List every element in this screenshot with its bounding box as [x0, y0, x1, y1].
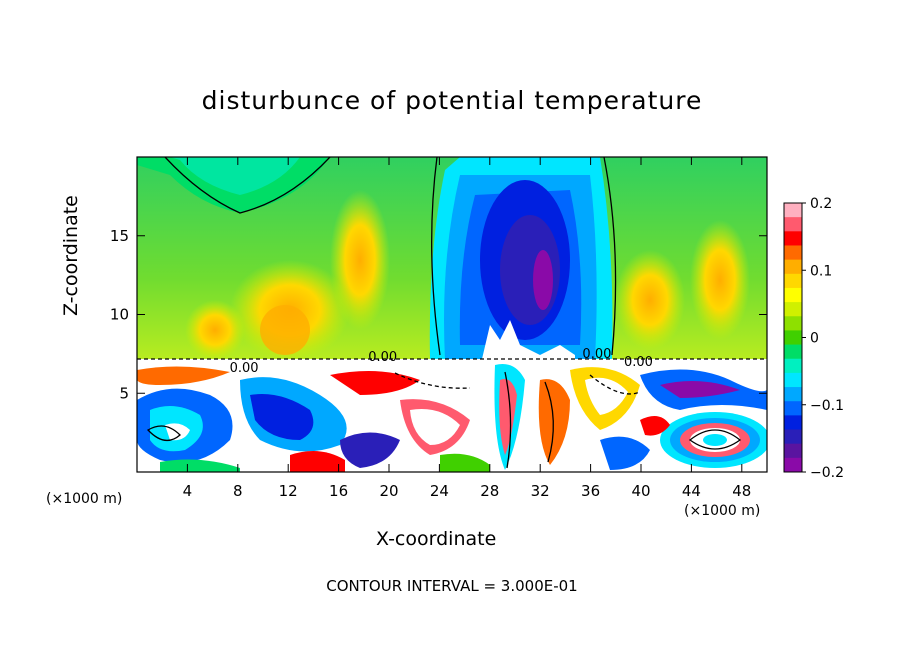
- contour-lines: [137, 157, 767, 469]
- colorbar-tick-label: 0.1: [810, 263, 832, 279]
- colorbar-tick-label: −0.1: [810, 398, 844, 414]
- y-tick-label: 10: [110, 306, 129, 324]
- x-tick-label: 44: [682, 482, 701, 500]
- colorbar-swatch: [784, 372, 802, 388]
- contour-labels: 0.00 0.00 0.00 0.00: [230, 347, 653, 376]
- colorbar-swatch: [784, 429, 802, 445]
- colorbar-swatch: [784, 387, 802, 402]
- contour-interval-note: CONTOUR INTERVAL = 3.000E-01: [326, 577, 578, 595]
- x-tick-label: 12: [279, 482, 298, 500]
- x-tick-label: 36: [581, 482, 600, 500]
- colorbar-swatch: [784, 401, 802, 416]
- colorbar-tick-label: 0: [810, 331, 819, 347]
- heatmap-field: [137, 157, 767, 472]
- colorbar-swatch: [784, 415, 802, 431]
- colorbar-swatch: [784, 273, 802, 289]
- colorbar-swatch: [784, 358, 802, 374]
- contour-label: 0.00: [368, 350, 397, 365]
- colorbar-swatch: [784, 330, 802, 346]
- colorbar-swatch: [784, 217, 802, 232]
- contour-label: 0.00: [230, 361, 259, 376]
- contour-label: 0.00: [582, 347, 611, 362]
- colorbar-swatch: [784, 259, 802, 275]
- colorbar-swatch: [784, 443, 802, 459]
- x-axis-label: X-coordinate: [376, 528, 497, 550]
- colorbar-swatch: [784, 231, 802, 246]
- x-tick-label: 28: [480, 482, 499, 500]
- x-tick-label: 48: [732, 482, 751, 500]
- colorbar-swatch: [784, 203, 802, 218]
- x-tick-label: 20: [379, 482, 398, 500]
- colorbar-swatch: [784, 316, 802, 331]
- y-tick-label: 5: [119, 384, 129, 402]
- chart-title: disturbunce of potential temperature: [201, 86, 703, 115]
- x-tick-label: 40: [631, 482, 650, 500]
- x-unit-label-right: (×1000 m): [684, 503, 761, 519]
- y-tick-label: 15: [110, 227, 129, 245]
- colorbar-tick-label: 0.2: [810, 196, 832, 212]
- x-tick-label: 4: [183, 482, 193, 500]
- colorbar-swatch: [784, 344, 802, 360]
- x-tick-label: 8: [233, 482, 243, 500]
- colorbar-tick-label: −0.2: [810, 465, 844, 481]
- colorbar-swatch: [784, 287, 802, 303]
- colorbar-swatch: [784, 245, 802, 261]
- colorbar-swatch: [784, 302, 802, 317]
- colorbar-swatch: [784, 457, 802, 473]
- contour-label: 0.00: [624, 355, 653, 370]
- x-tick-label: 16: [329, 482, 348, 500]
- y-axis: 5 10 15: [110, 227, 767, 402]
- x-unit-label-left: (×1000 m): [46, 491, 123, 507]
- x-axis: 4 8 12 16 20 24 28 32 36 40 44 48: [183, 157, 751, 500]
- colorbar: 0.2 0.1 0 −0.1 −0.2: [783, 196, 844, 481]
- x-tick-label: 24: [430, 482, 449, 500]
- y-axis-label: Z-coordinate: [60, 195, 82, 316]
- x-tick-label: 32: [531, 482, 550, 500]
